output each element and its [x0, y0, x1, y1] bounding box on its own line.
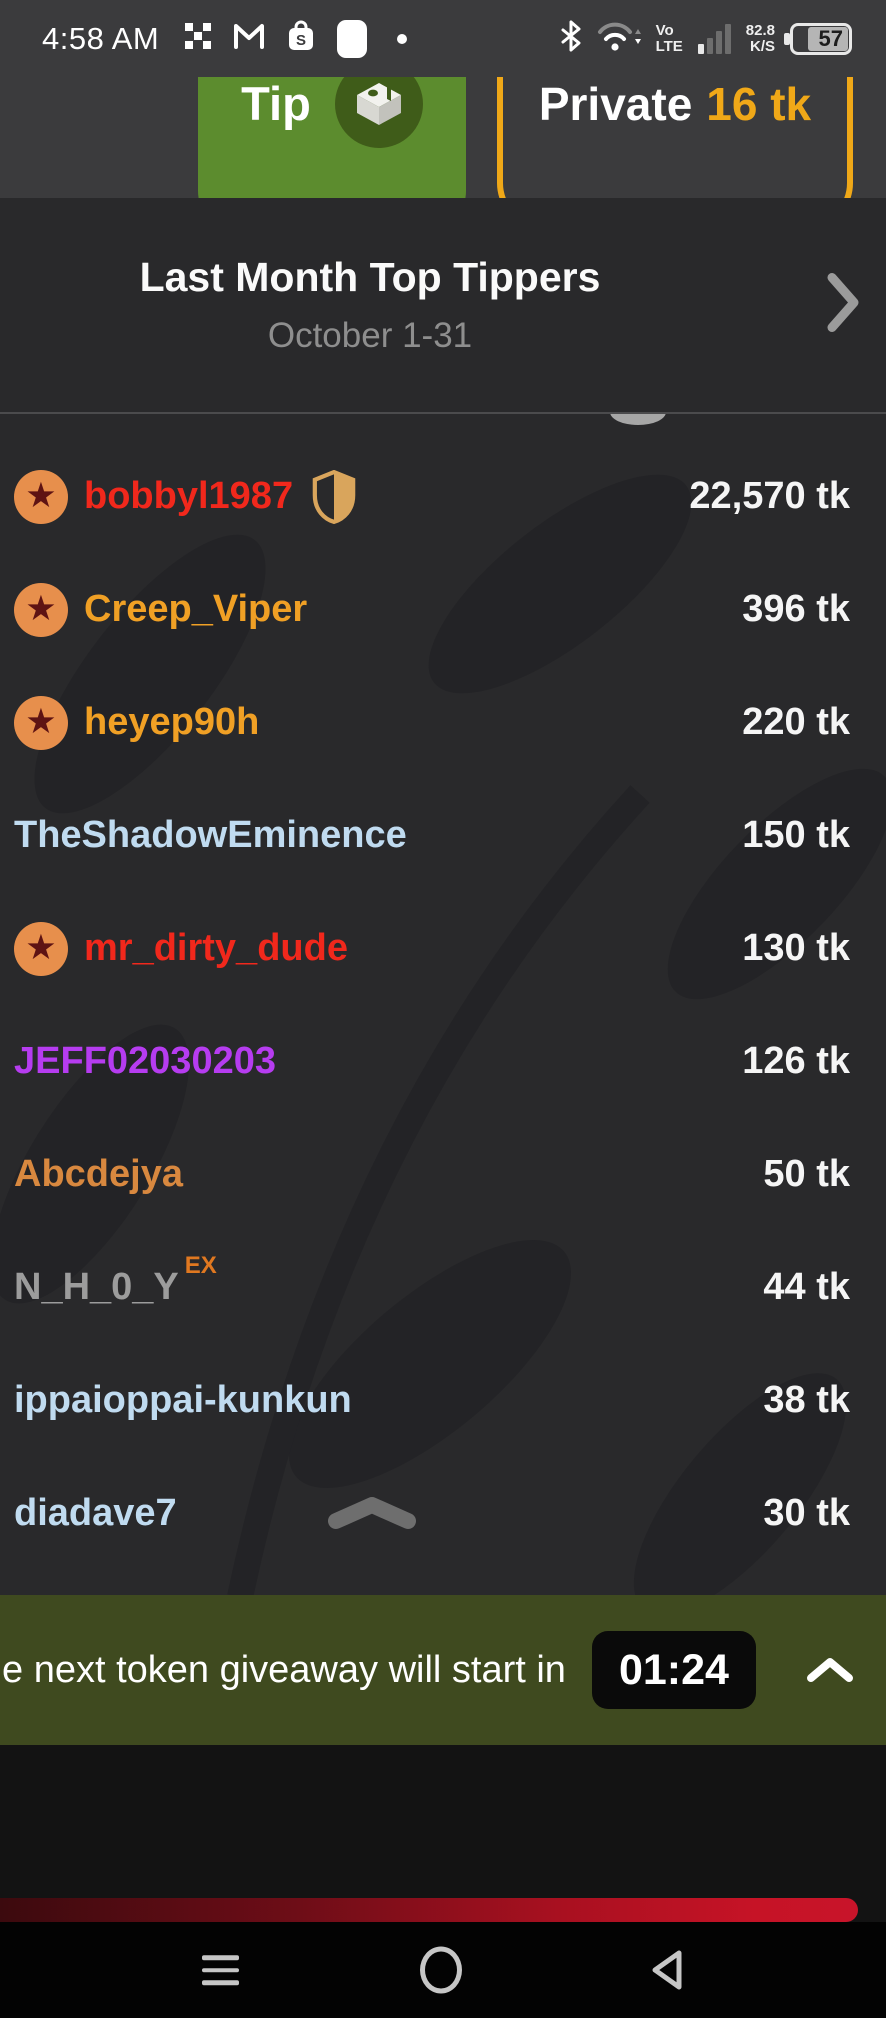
tip-amount: 130 tk	[742, 927, 850, 969]
tipper-row[interactable]: ★ bobbyl1987 22,570 tk	[0, 440, 886, 553]
leaderboard-header[interactable]: Last Month Top Tippers October 1-31	[0, 198, 886, 412]
battery-icon: 57	[784, 22, 852, 55]
private-button-price: 16 tk	[706, 77, 812, 130]
tipper-username[interactable]: N_H_0_Y	[14, 1266, 179, 1308]
tipper-username[interactable]: diadave7	[14, 1492, 177, 1534]
app-notification-icon	[337, 19, 368, 58]
tipper-row[interactable]: ★ N_H_0_Y EX 44 tk	[0, 1231, 886, 1344]
signal-strength-icon	[697, 23, 731, 54]
nav-home-icon[interactable]	[420, 1946, 462, 1994]
tipper-username[interactable]: mr_dirty_dude	[84, 927, 348, 969]
fan-club-badge-icon: ★	[14, 921, 68, 976]
fan-club-badge-icon: ★	[14, 695, 68, 750]
tipper-username[interactable]: ippaioppai-kunkun	[14, 1379, 352, 1421]
volte-indicator: Vo LTE	[655, 21, 683, 55]
system-status-icons: Vo LTE 82.8 K/S 57	[560, 20, 852, 57]
tipper-username[interactable]: Abcdejya	[14, 1153, 183, 1195]
tip-amount: 220 tk	[742, 701, 850, 743]
tipper-row[interactable]: ★ TheShadowEminence 150 tk	[0, 779, 886, 892]
notification-icons: S	[185, 19, 408, 58]
tip-amount: 44 tk	[763, 1266, 850, 1308]
nav-back-icon[interactable]	[648, 1949, 684, 1991]
android-nav-bar	[0, 1922, 886, 2018]
tipper-username[interactable]: Creep_Viper	[84, 588, 308, 630]
leaderboard-date-range: October 1-31	[267, 315, 473, 355]
tip-button-label: Tip	[241, 77, 311, 130]
tip-amount: 30 tk	[763, 1492, 850, 1534]
progress-bar	[0, 1898, 858, 1922]
tipper-list: ★ bobbyl1987 22,570 tk ★ Creep_Viper 396…	[0, 412, 886, 1595]
shop-bag-icon: S	[287, 20, 315, 57]
tipper-username[interactable]: bobbyl1987	[84, 475, 294, 517]
giveaway-countdown: 01:24	[591, 1631, 756, 1709]
tipper-row[interactable]: ★ ippaioppai-kunkun 38 tk	[0, 1344, 886, 1457]
leaderboard-title: Last Month Top Tippers	[139, 254, 601, 301]
giveaway-banner: e next token giveaway will start in 01:2…	[0, 1595, 886, 1745]
network-speed: 82.8 K/S	[745, 21, 775, 55]
tip-amount: 126 tk	[742, 1040, 850, 1082]
private-button-label: Private	[538, 77, 693, 130]
wifi-icon	[597, 20, 641, 57]
tip-amount: 150 tk	[742, 814, 850, 856]
more-notifications-dot	[397, 33, 408, 44]
clock: 4:58 AM	[42, 20, 160, 56]
tipper-row[interactable]: ★ Abcdejya 50 tk	[0, 1118, 886, 1231]
moderator-shield-icon	[311, 469, 357, 524]
giveaway-message: e next token giveaway will start in	[2, 1648, 566, 1691]
action-strip: Tip Private 16 tk	[0, 77, 886, 198]
tipper-username[interactable]: TheShadowEminence	[14, 814, 407, 856]
token-box-icon	[334, 77, 423, 148]
tip-amount: 22,570 tk	[689, 475, 850, 517]
status-bar: 4:58 AM S	[0, 0, 886, 77]
tipper-row[interactable]: ★ heyep90h 220 tk	[0, 666, 886, 779]
tipper-row[interactable]: ★ JEFF02030203 126 tk	[0, 1005, 886, 1118]
ex-fan-club-tag: EX	[184, 1251, 217, 1279]
tipper-row[interactable]: ★ diadave7 30 tk	[0, 1457, 886, 1570]
tip-amount: 38 tk	[763, 1379, 850, 1421]
scroll-notch[interactable]	[610, 414, 666, 425]
private-show-button[interactable]: Private 16 tk	[497, 77, 853, 198]
nav-menu-icon[interactable]	[202, 1955, 239, 1985]
leaderboard-header-text: Last Month Top Tippers October 1-31	[0, 254, 740, 355]
bluetooth-icon	[560, 20, 582, 57]
tipper-row[interactable]: ★ Creep_Viper 396 tk	[0, 553, 886, 666]
dither-notification-icon	[185, 23, 212, 54]
tipper-username[interactable]: heyep90h	[84, 701, 260, 743]
tipper-username[interactable]: JEFF02030203	[14, 1040, 276, 1082]
gmail-icon	[233, 22, 265, 55]
svg-text:S: S	[296, 32, 306, 49]
tipper-row[interactable]: ★ mr_dirty_dude 130 tk	[0, 892, 886, 1005]
collapse-chevron-icon[interactable]	[326, 1496, 418, 1535]
fan-club-badge-icon: ★	[14, 469, 68, 524]
tip-amount: 396 tk	[742, 588, 850, 630]
video-area	[0, 1745, 886, 1922]
battery-percent: 57	[818, 25, 843, 51]
fan-club-badge-icon: ★	[14, 582, 68, 637]
tip-amount: 50 tk	[763, 1153, 850, 1195]
tipper-rows: ★ bobbyl1987 22,570 tk ★ Creep_Viper 396…	[0, 414, 886, 1570]
tip-button[interactable]: Tip	[198, 77, 466, 198]
banner-collapse-chevron-icon[interactable]	[806, 1657, 854, 1683]
chevron-right-icon[interactable]	[826, 272, 860, 339]
